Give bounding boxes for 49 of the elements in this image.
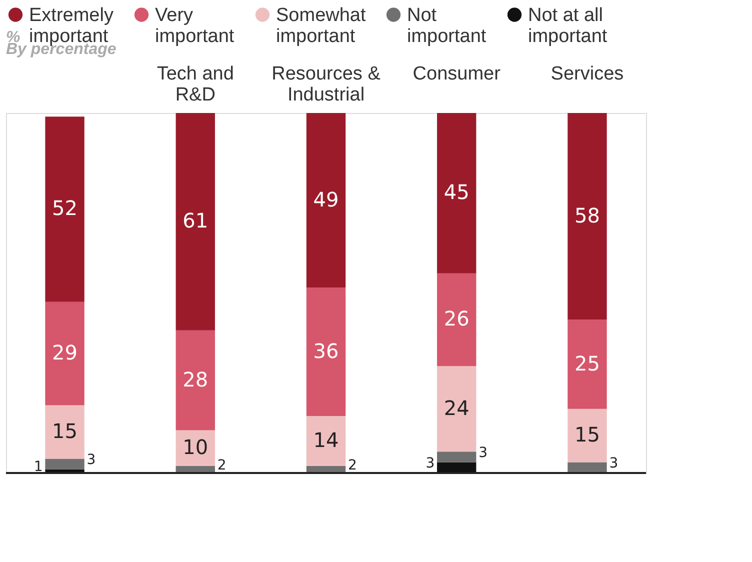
bar	[437, 273, 476, 366]
data-label: 14	[313, 428, 339, 452]
x-tick-label: Services	[550, 64, 624, 84]
bar	[176, 330, 215, 430]
bar	[306, 416, 346, 466]
legend-label: Not at all important	[528, 4, 608, 47]
data-label: 1	[34, 459, 43, 476]
data-label: 2	[217, 457, 226, 474]
data-label: 25	[574, 351, 600, 376]
bar	[45, 458, 84, 470]
bar	[45, 302, 84, 406]
bar	[568, 113, 607, 320]
data-label: 15	[52, 419, 78, 444]
data-label: 3	[609, 456, 618, 472]
data-label: 3	[86, 452, 96, 468]
data-label: 15	[574, 422, 600, 447]
data-label: 58	[574, 203, 600, 228]
data-label: 3	[478, 444, 488, 461]
data-label: 28	[182, 367, 208, 392]
bar	[306, 288, 346, 416]
data-label: 26	[444, 306, 470, 331]
bar	[437, 366, 476, 452]
data-label: 61	[182, 208, 208, 233]
legend-label: Extremely important	[29, 4, 114, 47]
data-label: 10	[182, 435, 208, 460]
bar	[437, 113, 476, 274]
bar	[45, 116, 84, 302]
bar	[568, 462, 607, 473]
x-tick-label: Consumer	[412, 64, 502, 84]
data-label: 45	[444, 180, 470, 204]
data-label: 2	[348, 457, 357, 474]
bar	[306, 113, 346, 288]
data-label: 24	[444, 396, 470, 420]
data-label: 52	[52, 196, 78, 220]
data-label: 3	[426, 456, 435, 472]
bar	[176, 430, 215, 466]
legend-label: Very important	[155, 4, 235, 47]
bar	[45, 405, 84, 459]
data-label: 36	[313, 338, 339, 363]
legend-label: Not important	[407, 4, 487, 47]
data-label: 29	[52, 340, 78, 365]
legend-label: Somewhat important	[276, 4, 366, 47]
x-tick-label: Resources & Industrial	[272, 64, 381, 106]
x-tick-label: Tech and R&D	[156, 64, 234, 106]
data-label: 49	[313, 187, 339, 212]
bar	[437, 452, 476, 462]
bar	[568, 408, 607, 462]
bar	[176, 113, 215, 330]
bar	[568, 320, 607, 409]
